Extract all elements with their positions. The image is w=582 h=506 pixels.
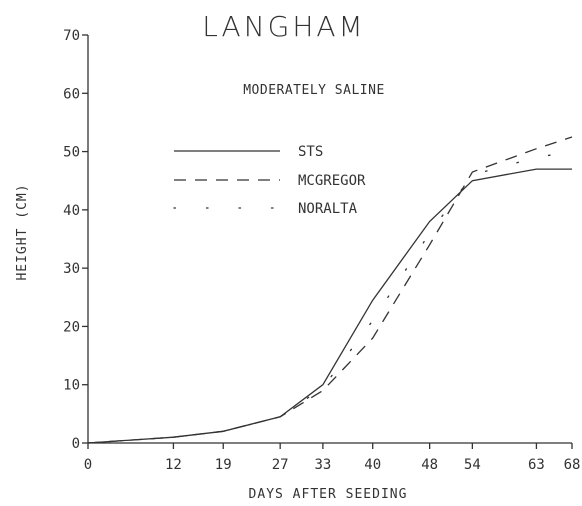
y-tick-label: 40: [63, 203, 80, 219]
series-layer: [87, 136, 573, 444]
x-tick-label: 54: [464, 457, 481, 473]
x-tick-label: 12: [165, 457, 182, 473]
y-tick-label: 30: [63, 261, 80, 277]
legend-label-noralta: NORALTA: [298, 201, 358, 217]
y-tick-label: 60: [63, 86, 80, 102]
y-tick-label: 20: [63, 319, 80, 335]
series-line-noralta: [87, 150, 573, 444]
y-axis-title: HEIGHT (CM): [15, 183, 30, 280]
legend-label-mcgregor: MCGREGOR: [298, 173, 366, 189]
y-tick-label: 0: [72, 436, 80, 452]
x-tick-label: 33: [314, 457, 331, 473]
y-ticks: 0 10 20 30 40 50 60 70: [63, 28, 88, 452]
x-tick-label: 19: [215, 457, 232, 473]
y-tick-label: 10: [63, 378, 80, 394]
legend-label-sts: STS: [298, 144, 323, 160]
x-tick-label: 40: [364, 457, 381, 473]
x-tick-label: 68: [564, 457, 581, 473]
x-axis-title: DAYS AFTER SEEDING: [249, 487, 408, 502]
chart-subtitle: MODERATELY SALINE: [243, 83, 385, 98]
x-tick-label: 27: [272, 457, 289, 473]
x-tick-label: 0: [84, 457, 92, 473]
x-ticks: 0 12 19 27 33 40 48 54 63 68: [84, 443, 581, 473]
chart-title: LANGHAM: [202, 10, 365, 43]
legend: STS MCGREGOR NORALTA: [173, 144, 366, 217]
series-line-mcgregor: [87, 136, 573, 444]
y-tick-label: 50: [63, 145, 80, 161]
x-tick-label: 63: [528, 457, 545, 473]
y-tick-label: 70: [63, 28, 80, 44]
x-tick-label: 48: [421, 457, 438, 473]
